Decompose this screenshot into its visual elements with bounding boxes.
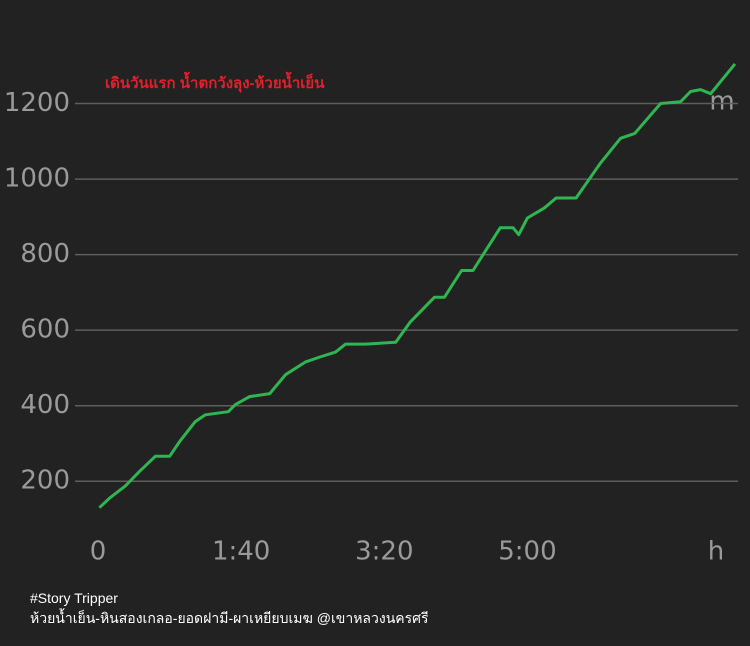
x-unit: h bbox=[708, 537, 724, 567]
y-tick-label: 200 bbox=[20, 466, 70, 496]
y-tick-label: 600 bbox=[20, 315, 70, 345]
y-tick-label: 800 bbox=[20, 239, 70, 269]
x-tick-label: 1:40 bbox=[212, 537, 270, 567]
y-tick-label: 1200 bbox=[4, 88, 70, 118]
x-tick-label: 0 bbox=[90, 537, 107, 567]
x-tick-label: 3:20 bbox=[355, 537, 413, 567]
chart-title: เดินวันแรก น้ำตกวังลุง-ห้วยน้ำเย็น bbox=[105, 71, 325, 93]
footer-line: #Story Tripper bbox=[30, 590, 118, 606]
y-tick-label: 400 bbox=[20, 390, 70, 420]
footer-line: ห้วยน้ำเย็น-หินสองเกลอ-ยอดฝามี-ผาเหยียบเ… bbox=[30, 608, 429, 626]
x-tick-label: 5:00 bbox=[498, 537, 556, 567]
elevation-line bbox=[98, 62, 737, 509]
y-tick-label: 1000 bbox=[4, 164, 70, 194]
